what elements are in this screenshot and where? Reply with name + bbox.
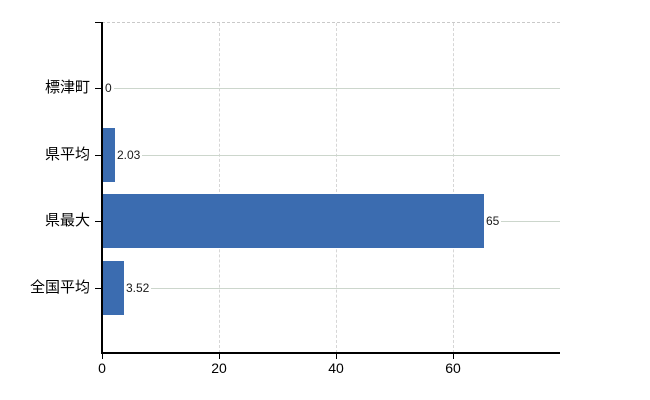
y-axis-tick bbox=[95, 155, 102, 156]
bar-value-label: 65 bbox=[484, 214, 502, 228]
gridline-horizontal bbox=[103, 288, 560, 289]
gridline-vertical bbox=[453, 23, 454, 353]
x-axis-tick bbox=[336, 354, 337, 359]
bar-value-label: 0 bbox=[103, 81, 114, 95]
gridline-horizontal bbox=[103, 155, 560, 156]
category-label: 県最大 bbox=[44, 211, 90, 229]
y-axis bbox=[101, 22, 103, 354]
y-axis-tick bbox=[95, 288, 102, 289]
category-label: 県平均 bbox=[44, 145, 90, 163]
x-axis bbox=[101, 352, 560, 354]
plot-top-border bbox=[102, 22, 560, 23]
bar bbox=[103, 128, 115, 182]
bar bbox=[103, 261, 124, 315]
x-axis-tick bbox=[219, 354, 220, 359]
x-tick-label: 0 bbox=[98, 360, 106, 376]
category-label: 全国平均 bbox=[29, 278, 90, 296]
y-axis-tick bbox=[95, 221, 102, 222]
x-axis-tick bbox=[102, 354, 103, 359]
x-axis-tick bbox=[453, 354, 454, 359]
gridline-vertical bbox=[219, 23, 220, 353]
bar-value-label: 2.03 bbox=[115, 148, 143, 162]
x-tick-label: 40 bbox=[328, 360, 344, 376]
category-label: 標津町 bbox=[44, 78, 90, 96]
x-tick-label: 20 bbox=[211, 360, 227, 376]
bar-value-label: 3.52 bbox=[124, 281, 152, 295]
y-axis-tick bbox=[95, 22, 102, 23]
gridline-horizontal bbox=[103, 88, 560, 89]
bar bbox=[103, 194, 484, 248]
gridline-vertical bbox=[336, 23, 337, 353]
y-axis-tick bbox=[95, 88, 102, 89]
x-tick-label: 60 bbox=[445, 360, 461, 376]
